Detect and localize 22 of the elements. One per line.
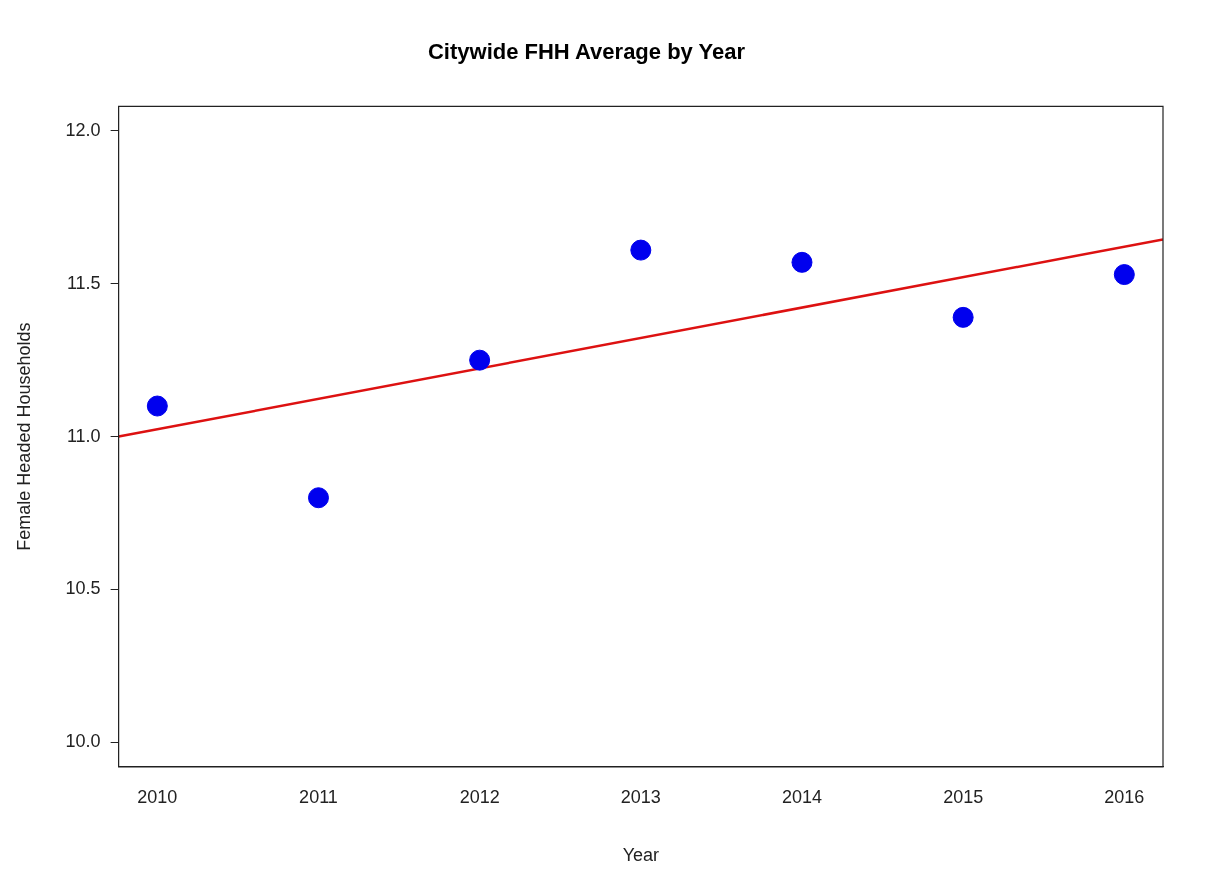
x-tick-label: 2015 [943, 786, 984, 807]
point [630, 239, 652, 261]
y-tick-label: 12.0 [65, 119, 101, 140]
y-tick-label: 11.0 [66, 425, 101, 446]
y-tick-label: 10.5 [65, 578, 101, 599]
x-tick-label: 2013 [620, 786, 661, 807]
point [791, 251, 813, 273]
y-tick-label: 11.5 [66, 272, 101, 293]
point [146, 395, 168, 417]
point [952, 306, 974, 328]
x-tick-label: 2012 [459, 786, 500, 807]
chart-title: Citywide FHH Average by Year [427, 39, 746, 65]
y-tick-label: 10.0 [65, 731, 101, 752]
point [307, 487, 329, 509]
x-axis-title: Year [622, 845, 659, 866]
point [469, 349, 491, 371]
x-tick-label: 2011 [299, 786, 338, 807]
point [1113, 264, 1135, 286]
x-tick-label: 2016 [1104, 786, 1145, 807]
x-tick-label: 2010 [137, 786, 178, 807]
x-tick-label: 2014 [781, 786, 823, 807]
y-axis-title: Female Headed Households [13, 322, 34, 551]
